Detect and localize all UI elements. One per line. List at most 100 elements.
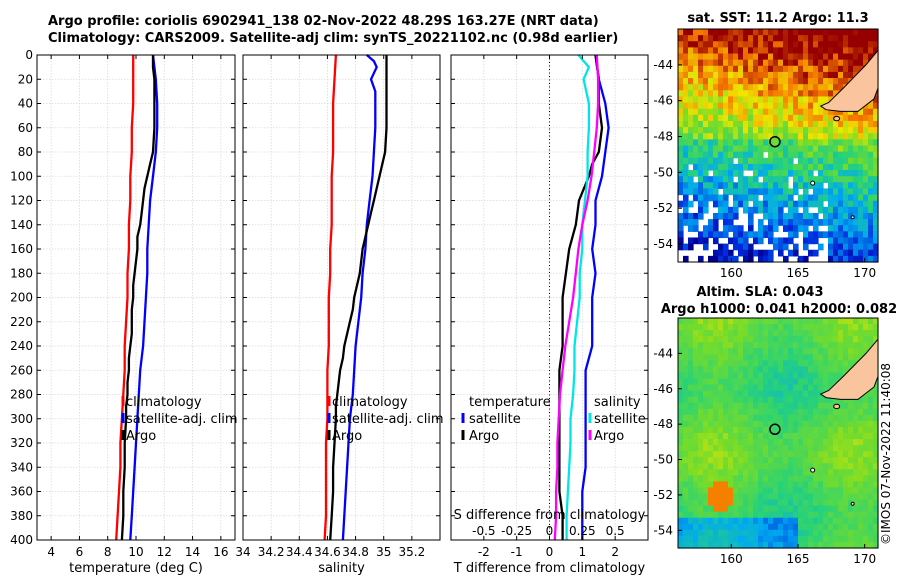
map-cell <box>713 414 719 422</box>
map-cell <box>833 145 839 153</box>
y-tick-label: 360 <box>10 485 33 499</box>
map-cell <box>763 47 769 55</box>
map-cell <box>733 439 739 446</box>
map-cell <box>863 318 869 325</box>
map-cell <box>703 535 709 543</box>
map-cell <box>763 139 769 147</box>
map-cell <box>723 348 729 355</box>
map-cell <box>783 47 789 55</box>
map-cell <box>743 157 749 165</box>
map-cell <box>733 29 739 36</box>
map-cell <box>748 108 754 116</box>
map-cell <box>763 378 769 386</box>
series-line-cyan <box>565 54 591 540</box>
map-cell <box>863 225 869 232</box>
map-cell <box>693 414 699 422</box>
map-cell <box>828 157 834 165</box>
map-cell <box>873 318 879 325</box>
map-cell <box>868 35 874 42</box>
map-cell <box>783 182 789 190</box>
map-cell <box>738 47 744 55</box>
map-cell <box>763 78 769 85</box>
map-cell <box>693 433 699 440</box>
map-cell <box>743 402 749 410</box>
map-cell <box>718 529 724 537</box>
map-cell <box>773 41 779 48</box>
map-cell <box>843 408 849 416</box>
map-cell <box>748 433 754 440</box>
map-cell <box>748 451 754 458</box>
map-cell <box>793 493 799 501</box>
map-cell <box>743 535 749 543</box>
map-cell <box>743 481 749 489</box>
map-cell <box>763 163 769 171</box>
map-cell <box>843 182 849 190</box>
map-cell <box>748 78 754 85</box>
map-cell <box>708 225 714 232</box>
map-cell <box>763 541 769 549</box>
map-cell <box>808 151 814 159</box>
map-cell <box>793 59 799 67</box>
map-cell <box>768 372 774 380</box>
map-cell <box>788 535 794 543</box>
map-cell <box>718 475 724 483</box>
map-cell <box>728 35 734 42</box>
map-cell <box>728 84 734 91</box>
map-cell <box>723 366 729 374</box>
map-cell <box>773 120 779 128</box>
map-cell <box>863 219 869 226</box>
map-cell <box>743 120 749 128</box>
map-cell <box>723 65 729 73</box>
map-cell <box>863 348 869 355</box>
map-cell <box>733 182 739 190</box>
map-cell <box>853 420 859 428</box>
map-cell <box>708 188 714 196</box>
map-cell <box>708 517 714 525</box>
map-cell <box>708 231 714 239</box>
map-cell <box>708 487 714 495</box>
map-cell <box>838 426 844 434</box>
map-cell <box>688 354 694 361</box>
map-cell <box>863 439 869 446</box>
map-cell <box>833 139 839 147</box>
map-cell <box>728 151 734 159</box>
map-cell <box>828 451 834 458</box>
map-cell <box>678 114 684 122</box>
map-cell <box>768 145 774 153</box>
map-cell <box>693 360 699 368</box>
map-cell <box>793 176 799 183</box>
map-cell <box>718 96 724 104</box>
map-cell <box>818 231 824 239</box>
map-cell <box>868 53 874 61</box>
map-cell <box>713 35 719 42</box>
map-cell <box>743 324 749 331</box>
map-cell <box>698 517 704 525</box>
map-cell <box>828 41 834 48</box>
map-cell <box>683 90 689 98</box>
map-cell <box>788 151 794 159</box>
map-cell <box>773 225 779 232</box>
map-cell <box>698 231 704 239</box>
map-cell <box>838 511 844 519</box>
map-cell <box>688 330 694 337</box>
map-cell <box>678 330 684 337</box>
map-cell <box>683 255 689 263</box>
map-cell <box>703 157 709 165</box>
map-cell <box>768 402 774 410</box>
map-cell <box>723 84 729 91</box>
map-cell <box>798 523 804 531</box>
map-cell <box>828 402 834 410</box>
map-cell <box>783 511 789 519</box>
map-cell <box>708 463 714 470</box>
map-cell <box>808 145 814 153</box>
map-cell <box>698 318 704 325</box>
map-cell <box>818 433 824 440</box>
map-cell <box>723 475 729 483</box>
map-cell <box>793 511 799 519</box>
map-cell <box>723 53 729 61</box>
map-cell <box>773 390 779 398</box>
map-cell <box>768 133 774 140</box>
map-cell <box>868 469 874 476</box>
map-cell <box>838 47 844 55</box>
map-cell <box>788 511 794 519</box>
